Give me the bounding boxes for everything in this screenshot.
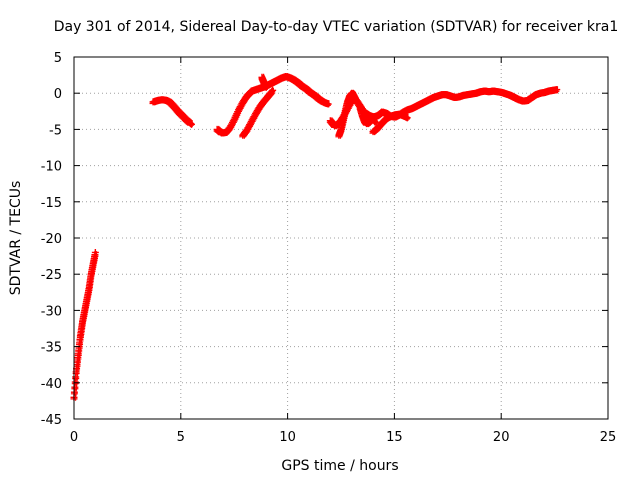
- y-tick-label: -15: [41, 196, 62, 211]
- x-axis-label: GPS time / hours: [281, 458, 398, 474]
- y-tick-label: -20: [41, 232, 62, 247]
- y-tick-label: -30: [41, 304, 62, 319]
- y-axis-label: SDTVAR / TECUs: [8, 181, 24, 296]
- series-segment-3: [213, 73, 332, 137]
- data-point: [371, 118, 379, 126]
- data-point: [187, 120, 195, 128]
- series-segment-8: [356, 104, 379, 128]
- series-segment-5: [258, 73, 270, 91]
- y-tick-label: 5: [54, 51, 62, 66]
- data-point: [187, 120, 195, 128]
- series-segment-2: [149, 96, 195, 128]
- data-point: [269, 86, 277, 94]
- data-point: [187, 120, 195, 128]
- x-tick-label: 10: [279, 430, 296, 445]
- axis-ticks: 0 5 10 15 20 25 5 0 -5 -10 -15 -20 -25 -30 -35 -40 -45: [41, 51, 617, 445]
- series-segment-1: [70, 248, 99, 401]
- y-tick-label: -35: [41, 341, 62, 356]
- x-tick-label: 15: [386, 430, 403, 445]
- data-point: [403, 114, 411, 122]
- data-point: [553, 86, 561, 94]
- y-tick-label: -45: [41, 413, 62, 428]
- series-segment-9: [369, 110, 411, 136]
- y-tick-label: -40: [41, 377, 62, 392]
- grid: [74, 57, 608, 419]
- y-tick-label: 0: [54, 87, 62, 102]
- data-point: [268, 87, 276, 95]
- chart-title: Day 301 of 2014, Sidereal Day-to-day VTE…: [54, 19, 619, 35]
- x-tick-label: 0: [70, 430, 78, 445]
- x-tick-label: 25: [600, 430, 617, 445]
- data-point: [91, 248, 99, 256]
- x-tick-label: 5: [177, 430, 185, 445]
- data-point: [268, 87, 276, 95]
- data-point: [262, 83, 270, 91]
- y-tick-label: -25: [41, 268, 62, 283]
- y-tick-label: -5: [49, 123, 62, 138]
- series-segment-7: [335, 89, 360, 139]
- x-tick-label: 20: [493, 430, 510, 445]
- y-tick-label: -10: [41, 160, 62, 175]
- data-point: [324, 100, 332, 108]
- data-series: [70, 73, 561, 401]
- series-segment-4: [239, 86, 277, 139]
- data-point: [352, 96, 360, 104]
